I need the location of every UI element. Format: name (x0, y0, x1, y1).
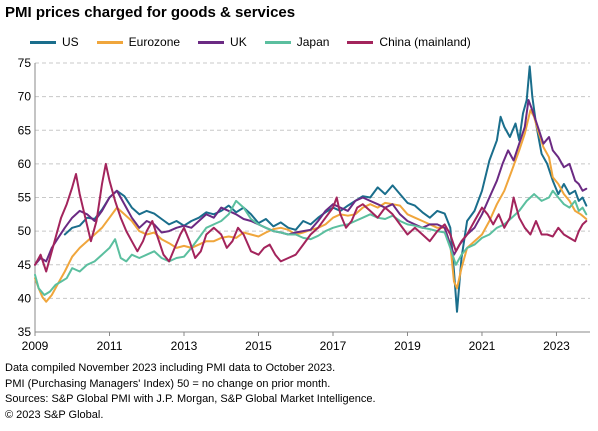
note-data-compiled: Data compiled November 2023 including PM… (5, 362, 336, 374)
x-tick-label-2021: 2021 (469, 339, 496, 353)
legend-item-eurozone: Eurozone (96, 35, 181, 49)
note-pmi-definition: PMI (Purchasing Managers' Index) 50 = no… (5, 377, 331, 390)
x-tick-label-2015: 2015 (245, 339, 272, 353)
series-line-uk (34, 99, 588, 266)
legend-swatch-eurozone (96, 40, 123, 44)
legend-label-eurozone: Eurozone (128, 35, 181, 49)
x-tick-label-2023: 2023 (543, 339, 570, 353)
y-tick-label-35: 35 (18, 325, 32, 339)
series-line-eurozone (34, 109, 588, 303)
chart-notes: Data compiled November 2023 including PM… (5, 361, 376, 423)
series-line-china-mainland (34, 162, 588, 273)
y-tick-label-65: 65 (18, 123, 32, 137)
y-tick-label-75: 75 (18, 56, 32, 70)
y-tick-label-50: 50 (18, 224, 32, 238)
x-tick-label-2013: 2013 (171, 339, 198, 353)
chart-title: PMI prices charged for goods & services (5, 4, 296, 21)
legend-item-japan: Japan (264, 35, 330, 49)
x-tick-label-2019: 2019 (394, 339, 421, 353)
series-line-us (63, 65, 588, 313)
x-tick-label-2011: 2011 (97, 339, 123, 353)
legend-label-uk: UK (230, 35, 247, 49)
note-copyright: © 2023 S&P Global. (5, 408, 104, 421)
legend-swatch-us (30, 40, 56, 44)
legend-item-us: US (30, 35, 79, 49)
x-tick-label-2009: 2009 (22, 339, 49, 353)
legend-label-japan: Japan (296, 35, 330, 49)
legend-item-uk: UK (198, 35, 247, 49)
note-sources: Sources: S&P Global PMI with J.P. Morgan… (5, 393, 376, 405)
chart-legend: US Eurozone UK Japan China (mainland) (30, 34, 489, 50)
y-tick-label-55: 55 (18, 191, 32, 205)
y-tick-label-40: 40 (18, 291, 32, 305)
y-tick-label-60: 60 (18, 157, 32, 171)
legend-label-us: US (62, 35, 79, 49)
legend-label-china: China (mainland) (379, 35, 471, 49)
legend-item-china: China (mainland) (347, 35, 471, 49)
x-tick-label-2017: 2017 (320, 339, 347, 353)
legend-swatch-japan (264, 40, 291, 44)
line-chart: 35 40 45 50 55 60 65 70 75 2009 2011 2013 2015 2017 20… (18, 56, 590, 353)
y-tick-label-70: 70 (18, 90, 32, 104)
legend-swatch-uk (198, 40, 225, 44)
y-tick-label-45: 45 (18, 258, 32, 272)
legend-swatch-china (347, 40, 374, 44)
